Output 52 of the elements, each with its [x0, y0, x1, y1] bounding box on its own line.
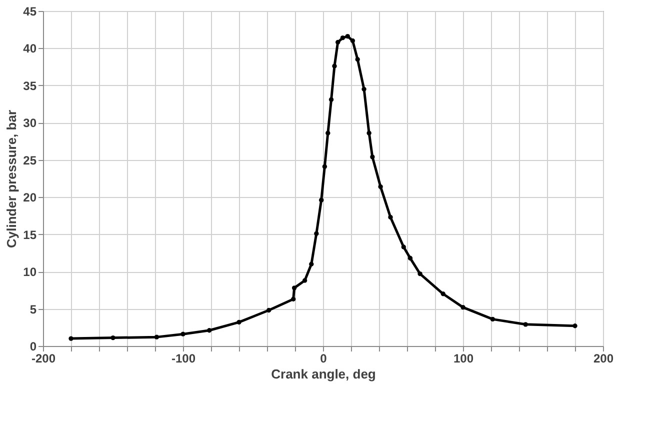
point: [350, 38, 356, 44]
point: [355, 57, 360, 62]
point: [401, 244, 406, 250]
point: [408, 256, 413, 260]
point: [328, 97, 334, 102]
point: [418, 271, 422, 276]
point: [206, 328, 212, 333]
point: [236, 320, 242, 325]
point: [440, 292, 446, 296]
point: [362, 86, 366, 92]
y-tick-label: 25: [23, 153, 37, 168]
y-tick-label: 15: [23, 228, 37, 242]
point: [572, 324, 578, 328]
point: [292, 286, 297, 290]
point: [290, 296, 296, 302]
y-tick-label: 20: [23, 190, 37, 205]
point: [523, 322, 528, 327]
point: [366, 130, 372, 136]
point: [110, 335, 116, 340]
point: [378, 184, 383, 190]
point: [318, 198, 324, 202]
point: [335, 40, 340, 45]
point: [180, 332, 186, 336]
y-tick-label: 40: [23, 42, 37, 56]
point: [490, 316, 496, 322]
x-tick-label: 0: [320, 352, 328, 366]
point: [68, 336, 74, 341]
point: [154, 334, 160, 340]
point: [345, 34, 350, 39]
x-tick-label: -200: [31, 352, 56, 366]
point: [326, 130, 330, 136]
y-tick-label: 35: [23, 78, 37, 93]
point: [314, 231, 319, 236]
y-tick-label: 45: [23, 4, 37, 18]
point: [460, 304, 466, 310]
point: [309, 262, 314, 266]
point: [266, 308, 272, 313]
point: [332, 64, 337, 68]
y-tick-label: 30: [23, 116, 37, 130]
x-axis-title: Crank angle, deg: [271, 366, 376, 382]
y-tick-label: 0: [30, 340, 37, 354]
x-tick-label: 100: [453, 352, 474, 366]
x-tick-label: 200: [593, 352, 614, 366]
point: [322, 164, 328, 169]
point: [388, 214, 393, 220]
x-tick-label: -100: [171, 352, 196, 366]
y-tick-label: 10: [23, 265, 37, 280]
point: [340, 35, 346, 40]
y-axis-title: Cylinder pressure, bar: [4, 110, 20, 248]
point: [302, 278, 308, 283]
point: [370, 154, 375, 160]
y-tick-label: 5: [30, 302, 37, 316]
